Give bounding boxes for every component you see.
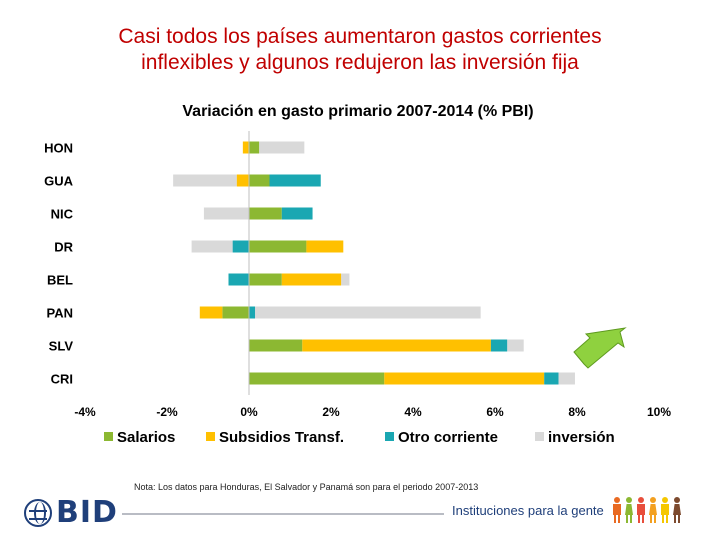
bar-nic-series-2 [281, 207, 313, 220]
bar-dr-series-0 [249, 240, 307, 253]
x-tick-label: 8% [568, 405, 586, 419]
bar-chart: Variación en gasto primario 2007-2014 (%… [44, 103, 671, 446]
bar-bel-series-0 [249, 273, 282, 286]
legend-label: inversión [548, 429, 615, 446]
legend-item-3: inversión [535, 429, 615, 446]
bar-gua-series-3 [173, 174, 237, 187]
bar-hon-series-0 [249, 141, 260, 154]
bar-hon-series-1 [242, 141, 249, 154]
bar-pan-series-0 [222, 306, 249, 319]
bar-slv-series-0 [249, 339, 303, 352]
person-figure [672, 497, 682, 523]
footer-divider [122, 513, 444, 515]
tagline: Instituciones para la gente [452, 503, 604, 518]
legend-label: Subsidios Transf. [219, 429, 344, 446]
bar-pan-series-1 [199, 306, 223, 319]
bar-slv-series-3 [507, 339, 524, 352]
bar-cri-series-3 [558, 372, 575, 385]
bar-dr-series-1 [306, 240, 344, 253]
bar-bel-series-1 [281, 273, 342, 286]
bar-bel-series-3 [341, 273, 350, 286]
person-figure [612, 497, 622, 523]
bar-pan-series-2 [249, 306, 256, 319]
legend-swatch [385, 432, 394, 441]
legend-swatch [206, 432, 215, 441]
bar-slv-series-2 [490, 339, 508, 352]
footer: BID Instituciones para la gente [0, 493, 720, 540]
bar-pan-series-3 [255, 306, 481, 319]
bar-nic-series-0 [249, 207, 282, 220]
x-tick-label: 0% [240, 405, 258, 419]
legend-swatch [104, 432, 113, 441]
x-tick-label: 6% [486, 405, 504, 419]
legend-item-1: Subsidios Transf. [206, 429, 344, 446]
category-label-hon: HON [44, 141, 73, 156]
bar-cri-series-1 [384, 372, 545, 385]
legend-item-0: Salarios [104, 429, 175, 446]
person-figure [648, 497, 658, 523]
bar-hon-series-3 [259, 141, 305, 154]
category-label-gua: GUA [44, 174, 74, 189]
people-icon [612, 497, 682, 523]
person-figure [636, 497, 646, 523]
slide-title: Casi todos los países aumentaron gastos … [0, 24, 720, 76]
category-label-nic: NIC [51, 207, 74, 222]
bar-dr-series-2 [232, 240, 249, 253]
bar-nic-series-3 [203, 207, 249, 220]
x-tick-label: -4% [74, 405, 96, 419]
arrow-icon [573, 327, 627, 369]
category-label-bel: BEL [47, 273, 73, 288]
person-figure [624, 497, 634, 523]
x-tick-label: -2% [156, 405, 178, 419]
person-figure [660, 497, 670, 523]
category-label-cri: CRI [51, 372, 73, 387]
x-tick-label: 10% [647, 405, 671, 419]
bar-gua-series-0 [249, 174, 270, 187]
legend-swatch [535, 432, 544, 441]
legend-label: Otro corriente [398, 429, 498, 446]
x-tick-label: 2% [322, 405, 340, 419]
globe-icon [24, 499, 52, 527]
slide-title-line-2: inflexibles y algunos redujeron las inve… [141, 51, 579, 74]
footnote: Nota: Los datos para Honduras, El Salvad… [134, 482, 479, 492]
logo-text: BID [56, 495, 118, 530]
bar-gua-series-1 [236, 174, 249, 187]
category-label-dr: DR [54, 240, 73, 255]
slide-title-line-1: Casi todos los países aumentaron gastos … [118, 25, 602, 48]
bar-dr-series-3 [191, 240, 233, 253]
bar-cri-series-0 [249, 372, 385, 385]
chart-title: Variación en gasto primario 2007-2014 (%… [182, 103, 533, 120]
bar-cri-series-2 [544, 372, 559, 385]
bar-gua-series-2 [269, 174, 321, 187]
x-tick-label: 4% [404, 405, 422, 419]
bid-logo: BID [24, 497, 118, 529]
bar-bel-series-2 [228, 273, 249, 286]
category-label-slv: SLV [49, 339, 74, 354]
category-label-pan: PAN [47, 306, 73, 321]
legend-item-2: Otro corriente [385, 429, 498, 446]
bar-slv-series-1 [302, 339, 491, 352]
legend-label: Salarios [117, 429, 175, 446]
